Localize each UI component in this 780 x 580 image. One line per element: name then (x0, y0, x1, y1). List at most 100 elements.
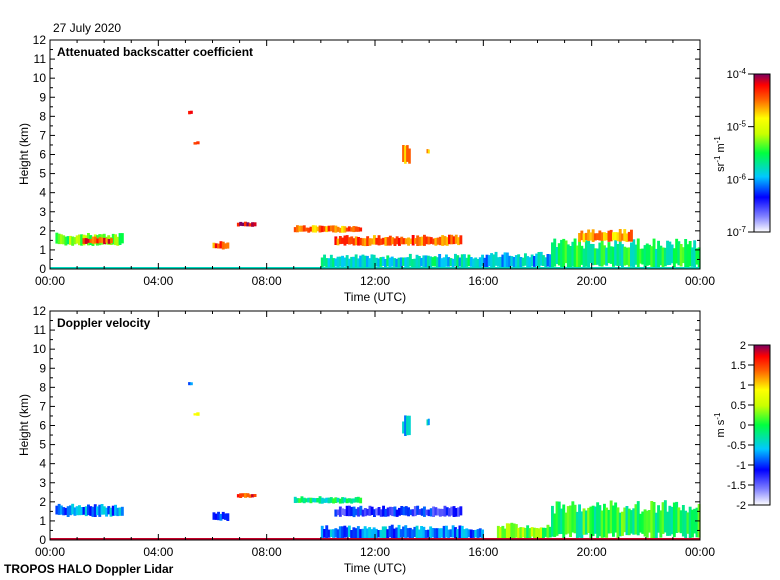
data-cell (327, 258, 331, 269)
data-cell (370, 529, 374, 540)
data-cell (474, 529, 478, 538)
data-cell (605, 233, 609, 241)
data-cell (341, 497, 344, 504)
data-cell (596, 248, 600, 265)
data-cell (666, 511, 669, 536)
y-tick-label: 0 (39, 533, 46, 547)
data-cell (618, 240, 622, 266)
data-cell (584, 240, 588, 267)
data-cell (372, 527, 376, 539)
data-cell (566, 506, 570, 534)
data-cell (347, 258, 351, 268)
data-cell (438, 528, 442, 540)
data-cell (443, 505, 447, 517)
data-cell (575, 511, 579, 540)
data-cell (359, 237, 363, 246)
data-cell (551, 242, 554, 268)
data-cell (350, 498, 354, 504)
data-cell (107, 239, 111, 244)
data-cell (697, 247, 701, 269)
x-tick-label: 00:00 (685, 274, 715, 288)
data-cell (78, 505, 81, 516)
panel-title: Doppler velocity (57, 316, 151, 330)
x-axis-label: Time (UTC) (344, 290, 406, 304)
data-cell (212, 512, 216, 520)
data-cell (386, 237, 390, 246)
data-cell (193, 142, 197, 145)
data-cell (120, 233, 124, 244)
data-cell (55, 232, 59, 244)
data-cell (442, 525, 446, 539)
data-cell (393, 238, 397, 246)
data-cell (641, 511, 645, 534)
data-cell (426, 255, 430, 268)
data-cell (377, 258, 381, 267)
data-cell (688, 506, 692, 540)
data-cell (379, 509, 383, 517)
data-cell (73, 237, 77, 245)
data-cell (116, 507, 120, 517)
data-cell (445, 237, 449, 246)
data-cell (236, 494, 240, 498)
data-cell (454, 527, 457, 539)
data-cell (564, 240, 568, 264)
data-cell (427, 418, 430, 426)
data-cell (363, 508, 367, 517)
data-cell (84, 506, 88, 517)
data-cell (472, 530, 475, 538)
data-cell (483, 257, 487, 268)
data-cell (514, 255, 518, 268)
data-cell (221, 241, 225, 250)
data-cell (415, 254, 419, 269)
data-cell (94, 236, 97, 244)
data-cell (375, 508, 379, 516)
colorbar-scale (753, 73, 771, 233)
data-cell (341, 237, 345, 244)
data-cell (316, 226, 320, 232)
data-cell (537, 528, 541, 540)
data-cell (450, 234, 454, 245)
data-cell (384, 508, 388, 517)
y-tick-label: 8 (39, 109, 46, 123)
data-cell (311, 225, 315, 233)
colorbar-unit: sr-1 m-1 (713, 136, 728, 172)
data-cell (448, 234, 451, 245)
data-cell (302, 497, 306, 504)
y-tick-label: 5 (39, 167, 46, 181)
data-cell (645, 510, 649, 538)
data-cell (467, 254, 471, 267)
data-cell (395, 236, 399, 245)
data-cell (600, 240, 604, 267)
data-cell (118, 233, 122, 245)
data-cell (363, 526, 367, 540)
data-cell (100, 504, 104, 515)
data-cell (686, 512, 690, 534)
data-cell (59, 505, 63, 515)
data-cell (573, 504, 577, 534)
data-cell (675, 501, 679, 533)
y-tick-label: 9 (39, 361, 46, 375)
data-cell (409, 238, 413, 244)
data-cell (546, 524, 550, 538)
data-cell (512, 523, 516, 538)
data-cell (350, 506, 354, 517)
data-cell (341, 526, 344, 540)
data-cell (393, 506, 397, 517)
data-cell (96, 238, 100, 244)
data-cell (526, 525, 530, 539)
y-tick-label: 12 (33, 33, 47, 47)
data-cell (336, 509, 340, 516)
data-cell (89, 239, 93, 243)
data-cell (62, 507, 66, 516)
data-cell (427, 236, 431, 245)
data-cell (69, 505, 72, 516)
data-cell (445, 507, 449, 516)
data-cell (384, 237, 388, 246)
data-cell (544, 257, 548, 269)
colorbar: 10-4 10-5 10-6 10-7 sr-1 m-1 (713, 67, 771, 239)
data-cell (71, 503, 75, 515)
data-cell (343, 226, 347, 233)
data-cell (343, 509, 347, 516)
data-cell (347, 525, 351, 537)
data-cell (221, 511, 225, 520)
